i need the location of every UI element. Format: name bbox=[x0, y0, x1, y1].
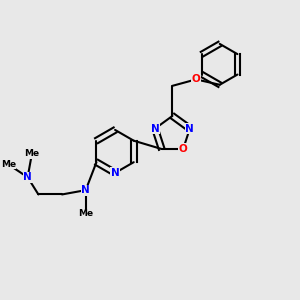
Text: N: N bbox=[185, 124, 194, 134]
Text: Me: Me bbox=[1, 160, 16, 169]
Text: N: N bbox=[23, 172, 32, 182]
Text: Me: Me bbox=[78, 209, 93, 218]
Text: N: N bbox=[151, 124, 159, 134]
Text: O: O bbox=[192, 74, 200, 84]
Text: Me: Me bbox=[24, 149, 40, 158]
Text: N: N bbox=[111, 168, 119, 178]
Text: N: N bbox=[81, 185, 90, 195]
Text: O: O bbox=[179, 144, 188, 154]
